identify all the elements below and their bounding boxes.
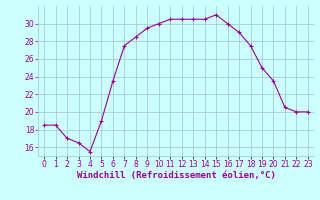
X-axis label: Windchill (Refroidissement éolien,°C): Windchill (Refroidissement éolien,°C) [76,171,276,180]
